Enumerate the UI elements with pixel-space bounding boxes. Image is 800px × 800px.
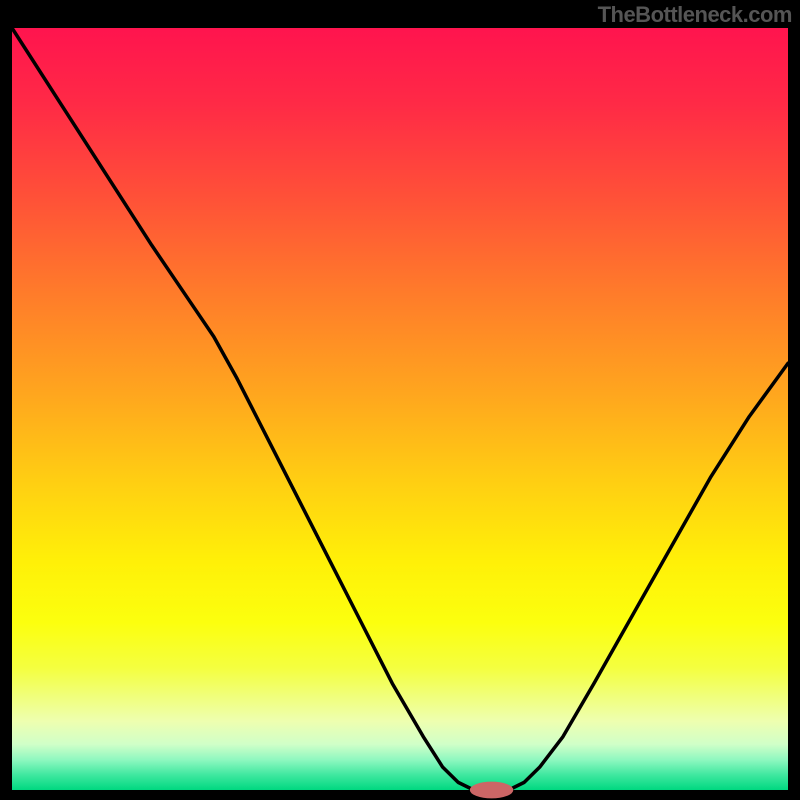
bottleneck-chart: TheBottleneck.com xyxy=(0,0,800,800)
plot-background xyxy=(12,28,788,790)
watermark-text: TheBottleneck.com xyxy=(598,2,792,28)
optimal-marker xyxy=(470,782,513,799)
chart-svg xyxy=(0,0,800,800)
